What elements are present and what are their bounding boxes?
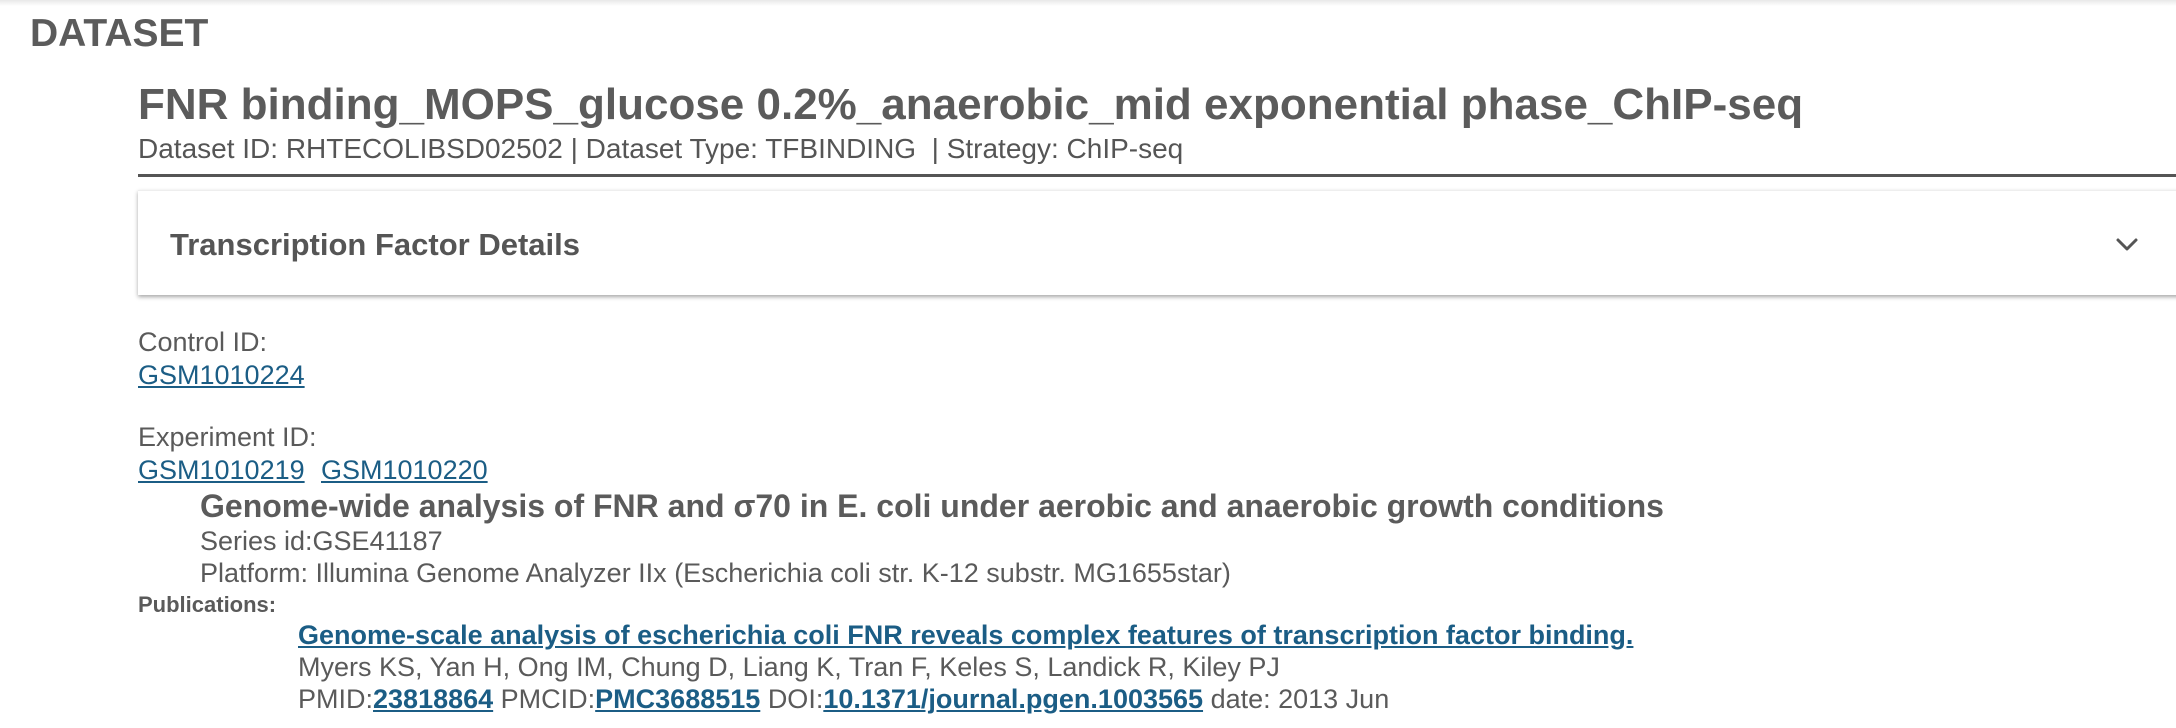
pmcid-link[interactable]: PMC3688515: [595, 684, 761, 714]
dataset-title: FNR binding_MOPS_glucose 0.2%_anaerobic_…: [138, 80, 1804, 129]
top-shadow: [0, 0, 2176, 6]
tf-details-title: Transcription Factor Details: [170, 227, 580, 262]
experiment-id-link[interactable]: GSM1010220: [321, 455, 488, 485]
pmid-link[interactable]: 23818864: [373, 684, 494, 714]
tf-details-panel[interactable]: Transcription Factor Details: [138, 190, 2176, 295]
control-id-link[interactable]: GSM1010224: [138, 360, 305, 390]
dataset-meta-id: Dataset ID: RHTECOLIBSD02502 | Dataset T…: [138, 133, 924, 164]
pmcid-label: PMCID:: [500, 684, 596, 714]
publication-date: date: 2013 Jun: [1210, 684, 1390, 714]
experiment-id-label: Experiment ID:: [138, 422, 317, 452]
series-platform: Platform: Illumina Genome Analyzer IIx (…: [200, 558, 1231, 588]
pmid-label: PMID:: [298, 684, 374, 714]
publication-title-link[interactable]: Genome-scale analysis of escherichia col…: [298, 620, 1634, 650]
doi-link[interactable]: 10.1371/journal.pgen.1003565: [823, 684, 1204, 714]
publication-identifiers: PMID:23818864 PMCID:PMC3688515 DOI:10.13…: [298, 684, 1389, 715]
series-title: Genome-wide analysis of FNR and σ70 in E…: [200, 488, 1664, 524]
page-heading: DATASET: [30, 12, 209, 55]
title-divider: [138, 174, 2176, 177]
doi-label: DOI:: [767, 684, 824, 714]
publication-authors: Myers KS, Yan H, Ong IM, Chung D, Liang …: [298, 652, 1280, 682]
dataset-meta: Dataset ID: RHTECOLIBSD02502 | Dataset T…: [138, 133, 1183, 165]
experiment-id-link[interactable]: GSM1010219: [138, 455, 305, 485]
dataset-meta-strategy: | Strategy: ChIP-seq: [923, 133, 1184, 164]
chevron-down-icon[interactable]: [2112, 229, 2142, 259]
series-id: Series id:GSE41187: [200, 526, 443, 556]
publications-label: Publications:: [138, 592, 277, 617]
control-id-label: Control ID:: [138, 327, 268, 357]
